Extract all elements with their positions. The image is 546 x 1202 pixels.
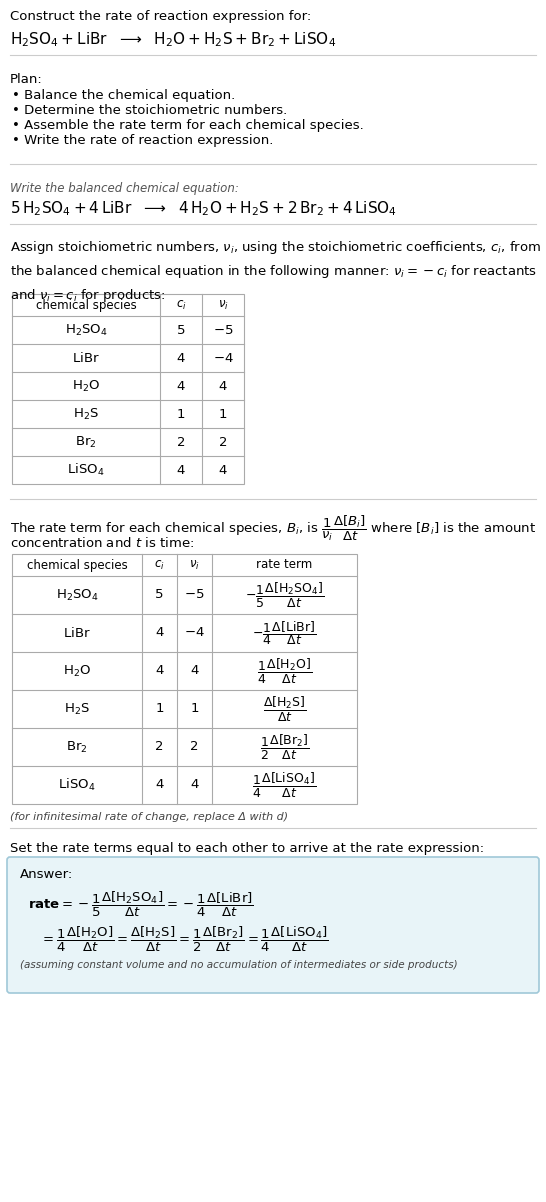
Text: $\mathrm{5\,H_2SO_4 + 4\,LiBr \ \ \longrightarrow \ \ 4\,H_2O + H_2S + 2\,Br_2 +: $\mathrm{5\,H_2SO_4 + 4\,LiBr \ \ \longr… [10,200,397,218]
Text: 1: 1 [190,702,199,715]
Text: 4: 4 [191,665,199,678]
Text: $-4$: $-4$ [184,626,205,639]
Text: • Determine the stoichiometric numbers.: • Determine the stoichiometric numbers. [12,105,287,117]
Text: chemical species: chemical species [35,298,136,311]
Text: 2: 2 [190,740,199,754]
Text: Plan:: Plan: [10,73,43,87]
Text: rate term: rate term [257,559,313,571]
Text: $\mathrm{LiBr}$: $\mathrm{LiBr}$ [63,626,91,639]
Text: $\mathrm{H_2O}$: $\mathrm{H_2O}$ [72,379,100,393]
Text: 4: 4 [155,626,164,639]
Text: $\mathrm{H_2SO_4}$: $\mathrm{H_2SO_4}$ [56,588,98,602]
Text: • Balance the chemical equation.: • Balance the chemical equation. [12,89,235,102]
Text: 2: 2 [155,740,164,754]
Text: $-4$: $-4$ [212,351,233,364]
Text: 2: 2 [219,435,227,448]
Text: (for infinitesimal rate of change, replace Δ with d): (for infinitesimal rate of change, repla… [10,813,288,822]
Text: $\mathbf{rate} = -\dfrac{1}{5}\dfrac{\Delta[\mathrm{H_2SO_4}]}{\Delta t} = -\dfr: $\mathbf{rate} = -\dfrac{1}{5}\dfrac{\De… [28,889,254,920]
Text: 1: 1 [177,407,185,421]
Text: 1: 1 [219,407,227,421]
Text: $c_i$: $c_i$ [154,559,165,571]
Text: $c_i$: $c_i$ [176,298,186,311]
FancyBboxPatch shape [7,857,539,993]
Text: 5: 5 [155,589,164,601]
Text: $\dfrac{\Delta[\mathrm{H_2S}]}{\Delta t}$: $\dfrac{\Delta[\mathrm{H_2S}]}{\Delta t}… [263,695,306,724]
Text: $\mathrm{LiSO_4}$: $\mathrm{LiSO_4}$ [58,776,96,793]
Bar [12,554,357,804]
Text: • Assemble the rate term for each chemical species.: • Assemble the rate term for each chemic… [12,119,364,132]
Text: $-\dfrac{1}{5}\dfrac{\Delta[\mathrm{H_2SO_4}]}{\Delta t}$: $-\dfrac{1}{5}\dfrac{\Delta[\mathrm{H_2S… [245,581,324,609]
Text: $\mathrm{H_2SO_4}$: $\mathrm{H_2SO_4}$ [64,322,108,338]
Text: 2: 2 [177,435,185,448]
Text: $= \dfrac{1}{4}\dfrac{\Delta[\mathrm{H_2O}]}{\Delta t} = \dfrac{\Delta[\mathrm{H: $= \dfrac{1}{4}\dfrac{\Delta[\mathrm{H_2… [40,926,329,954]
Text: $-\dfrac{1}{4}\dfrac{\Delta[\mathrm{LiBr}]}{\Delta t}$: $-\dfrac{1}{4}\dfrac{\Delta[\mathrm{LiBr… [252,619,317,647]
Text: $\mathrm{H_2SO_4 + LiBr \ \ \longrightarrow \ \ H_2O + H_2S + Br_2 + LiSO_4}$: $\mathrm{H_2SO_4 + LiBr \ \ \longrightar… [10,30,336,49]
Text: $\mathrm{LiBr}$: $\mathrm{LiBr}$ [72,351,100,365]
Text: • Write the rate of reaction expression.: • Write the rate of reaction expression. [12,133,274,147]
Text: $\mathrm{Br_2}$: $\mathrm{Br_2}$ [66,739,88,755]
Text: 4: 4 [177,464,185,476]
Text: Set the rate terms equal to each other to arrive at the rate expression:: Set the rate terms equal to each other t… [10,841,484,855]
Text: 1: 1 [155,702,164,715]
Text: $\mathrm{Br_2}$: $\mathrm{Br_2}$ [75,434,97,450]
Text: $\mathrm{H_2O}$: $\mathrm{H_2O}$ [63,664,91,679]
Text: 5: 5 [177,323,185,337]
Text: $\dfrac{1}{4}\dfrac{\Delta[\mathrm{H_2O}]}{\Delta t}$: $\dfrac{1}{4}\dfrac{\Delta[\mathrm{H_2O}… [257,656,312,685]
Text: $\nu_i$: $\nu_i$ [218,298,228,311]
Text: concentration and $t$ is time:: concentration and $t$ is time: [10,536,194,551]
Text: 4: 4 [219,464,227,476]
Text: The rate term for each chemical species, $B_i$, is $\dfrac{1}{\nu_i}\dfrac{\Delt: The rate term for each chemical species,… [10,514,536,543]
Text: $-5$: $-5$ [213,323,233,337]
Text: $\dfrac{1}{4}\dfrac{\Delta[\mathrm{LiSO_4}]}{\Delta t}$: $\dfrac{1}{4}\dfrac{\Delta[\mathrm{LiSO_… [252,770,317,799]
Text: Assign stoichiometric numbers, $\nu_i$, using the stoichiometric coefficients, $: Assign stoichiometric numbers, $\nu_i$, … [10,239,541,304]
Text: $\nu_i$: $\nu_i$ [189,559,200,571]
Bar [12,294,244,484]
Text: Write the balanced chemical equation:: Write the balanced chemical equation: [10,182,239,195]
Text: $\dfrac{1}{2}\dfrac{\Delta[\mathrm{Br_2}]}{\Delta t}$: $\dfrac{1}{2}\dfrac{\Delta[\mathrm{Br_2}… [260,732,309,762]
Text: $\mathrm{H_2S}$: $\mathrm{H_2S}$ [64,702,90,716]
Text: $\mathrm{LiSO_4}$: $\mathrm{LiSO_4}$ [67,462,105,478]
Text: 4: 4 [155,665,164,678]
Text: Construct the rate of reaction expression for:: Construct the rate of reaction expressio… [10,10,311,23]
Text: 4: 4 [177,351,185,364]
Text: 4: 4 [219,380,227,393]
Text: chemical species: chemical species [27,559,127,571]
Text: Answer:: Answer: [20,868,73,881]
Text: $\mathrm{H_2S}$: $\mathrm{H_2S}$ [73,406,99,422]
Text: 4: 4 [191,779,199,791]
Text: (assuming constant volume and no accumulation of intermediates or side products): (assuming constant volume and no accumul… [20,960,458,970]
Text: $-5$: $-5$ [184,589,205,601]
Text: 4: 4 [155,779,164,791]
Text: 4: 4 [177,380,185,393]
